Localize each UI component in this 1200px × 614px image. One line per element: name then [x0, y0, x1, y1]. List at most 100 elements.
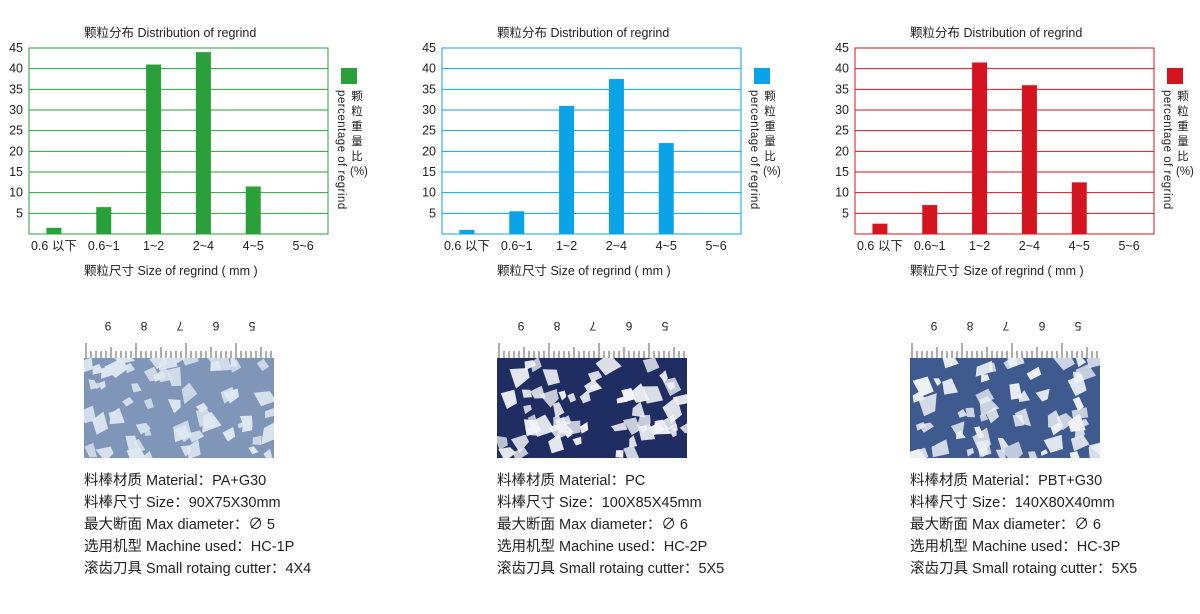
panel-2: 颗粒分布 Distribution of regrind 5 10 15 20 25 30…	[413, 0, 813, 614]
bar	[459, 229, 475, 234]
ruler: 9 8 7 6 5	[84, 322, 274, 360]
spec-material: 料棒材质 Material：PA+G30	[84, 473, 267, 489]
ruler-label: 9	[930, 322, 937, 333]
granule	[916, 450, 926, 458]
granule	[665, 382, 676, 391]
spec-size: 料棒尺寸 Size：90X75X30mm	[84, 495, 281, 511]
bar	[1021, 85, 1037, 234]
legend-swatch	[1167, 68, 1183, 84]
x-axis-label: 颗粒尺寸 Size of regrind ( mm )	[497, 264, 671, 278]
granule	[579, 389, 591, 404]
granule	[108, 411, 118, 419]
granule	[629, 435, 638, 448]
granule	[639, 425, 648, 434]
spec-size: 料棒尺寸 Size：140X80X40mm	[910, 495, 1115, 511]
granule	[223, 388, 239, 404]
y-tick-label: 40	[9, 62, 23, 76]
granule	[1007, 358, 1025, 368]
plot-frame	[441, 47, 742, 235]
granule	[187, 430, 205, 443]
bar	[509, 211, 525, 234]
ruler-label: 6	[1038, 322, 1045, 333]
granule	[256, 358, 270, 372]
granule	[511, 434, 530, 453]
granule	[144, 427, 152, 437]
y-tick-label: 5	[842, 206, 849, 220]
granule	[131, 383, 142, 393]
y-tick-label: 15	[835, 165, 849, 179]
granule	[975, 360, 993, 377]
granule	[104, 358, 129, 378]
granule	[931, 439, 950, 458]
x-tick-label: 1~2	[143, 239, 164, 253]
y-tick-label: 40	[422, 62, 436, 76]
granule	[521, 389, 533, 398]
granule	[1070, 435, 1090, 452]
granule	[966, 448, 974, 457]
ruler-label: 7	[176, 322, 183, 333]
x-tick-label: 2~4	[606, 239, 627, 253]
granule	[933, 378, 942, 387]
granule	[981, 374, 990, 383]
granule	[202, 411, 222, 433]
x-tick-label: 5~6	[705, 239, 726, 253]
y-tick-label: 15	[422, 165, 436, 179]
spec-cutter: 滚齿刀具 Small rotaing cutter：5X5	[497, 561, 725, 577]
bar	[608, 79, 624, 234]
granule	[509, 368, 530, 389]
granule	[1074, 427, 1086, 440]
granule	[1028, 451, 1038, 458]
granule	[542, 369, 560, 386]
spec-cutter: 滚齿刀具 Small rotaing cutter：5X5	[910, 561, 1138, 577]
granule	[1040, 449, 1048, 456]
granule	[1075, 364, 1097, 383]
y-tick-label: 25	[9, 124, 23, 138]
bar	[195, 52, 211, 234]
y-tick-label: 10	[422, 186, 436, 200]
granule	[561, 415, 572, 426]
ylabel-cn: 颗粒重量比(%)	[1176, 91, 1194, 178]
granule	[1067, 413, 1086, 432]
spec-max-diameter: 最大断面 Max diameter：∅ 6	[497, 517, 688, 533]
granule	[523, 404, 532, 415]
granule	[512, 447, 529, 458]
y-tick-label: 30	[835, 103, 849, 117]
granule	[918, 393, 937, 417]
spec-machine: 选用机型 Machine used：HC-3P	[910, 539, 1121, 555]
granule	[261, 422, 274, 445]
y-tick-label: 5	[16, 206, 23, 220]
bar	[972, 62, 988, 234]
y-tick-label: 35	[835, 82, 849, 96]
x-tick-label: 4~5	[243, 239, 264, 253]
ruler-label: 5	[1074, 322, 1081, 333]
ruler: 9 8 7 6 5	[910, 322, 1100, 360]
granule	[558, 390, 567, 401]
y-tick-label: 30	[9, 103, 23, 117]
bar	[245, 186, 261, 234]
bar-chart: 5 10 15 20 25 30 35 40 45 0.6 以下 0.6~1 1~2 2~4 4~5 5~6	[422, 41, 770, 253]
granule	[1069, 451, 1080, 458]
x-axis-label: 颗粒尺寸 Size of regrind ( mm )	[84, 264, 258, 278]
granule	[500, 389, 518, 409]
granule	[611, 422, 628, 432]
granule	[158, 358, 178, 371]
granule	[622, 417, 641, 435]
ylabel-en: percentage of regrind	[748, 90, 760, 210]
granule	[241, 417, 253, 433]
granule	[84, 405, 96, 424]
granule	[156, 365, 173, 383]
sample-photo	[910, 358, 1100, 458]
granule	[950, 421, 965, 435]
granule	[1072, 396, 1084, 412]
granule	[1001, 441, 1023, 458]
granule	[553, 401, 565, 418]
granule	[579, 421, 589, 434]
panel-1: 颗粒分布 Distribution of regrind 5 10 15 20 25 30…	[0, 0, 400, 614]
spec-cutter: 滚齿刀具 Small rotaing cutter：4X4	[84, 561, 312, 577]
granule	[1047, 410, 1064, 428]
ylabel-cn: 颗粒重量比(%)	[350, 91, 368, 178]
chart-title: 颗粒分布 Distribution of regrind	[910, 26, 1083, 40]
x-tick-label: 4~5	[1069, 239, 1090, 253]
y-tick-label: 45	[422, 41, 436, 55]
granule	[986, 406, 999, 424]
